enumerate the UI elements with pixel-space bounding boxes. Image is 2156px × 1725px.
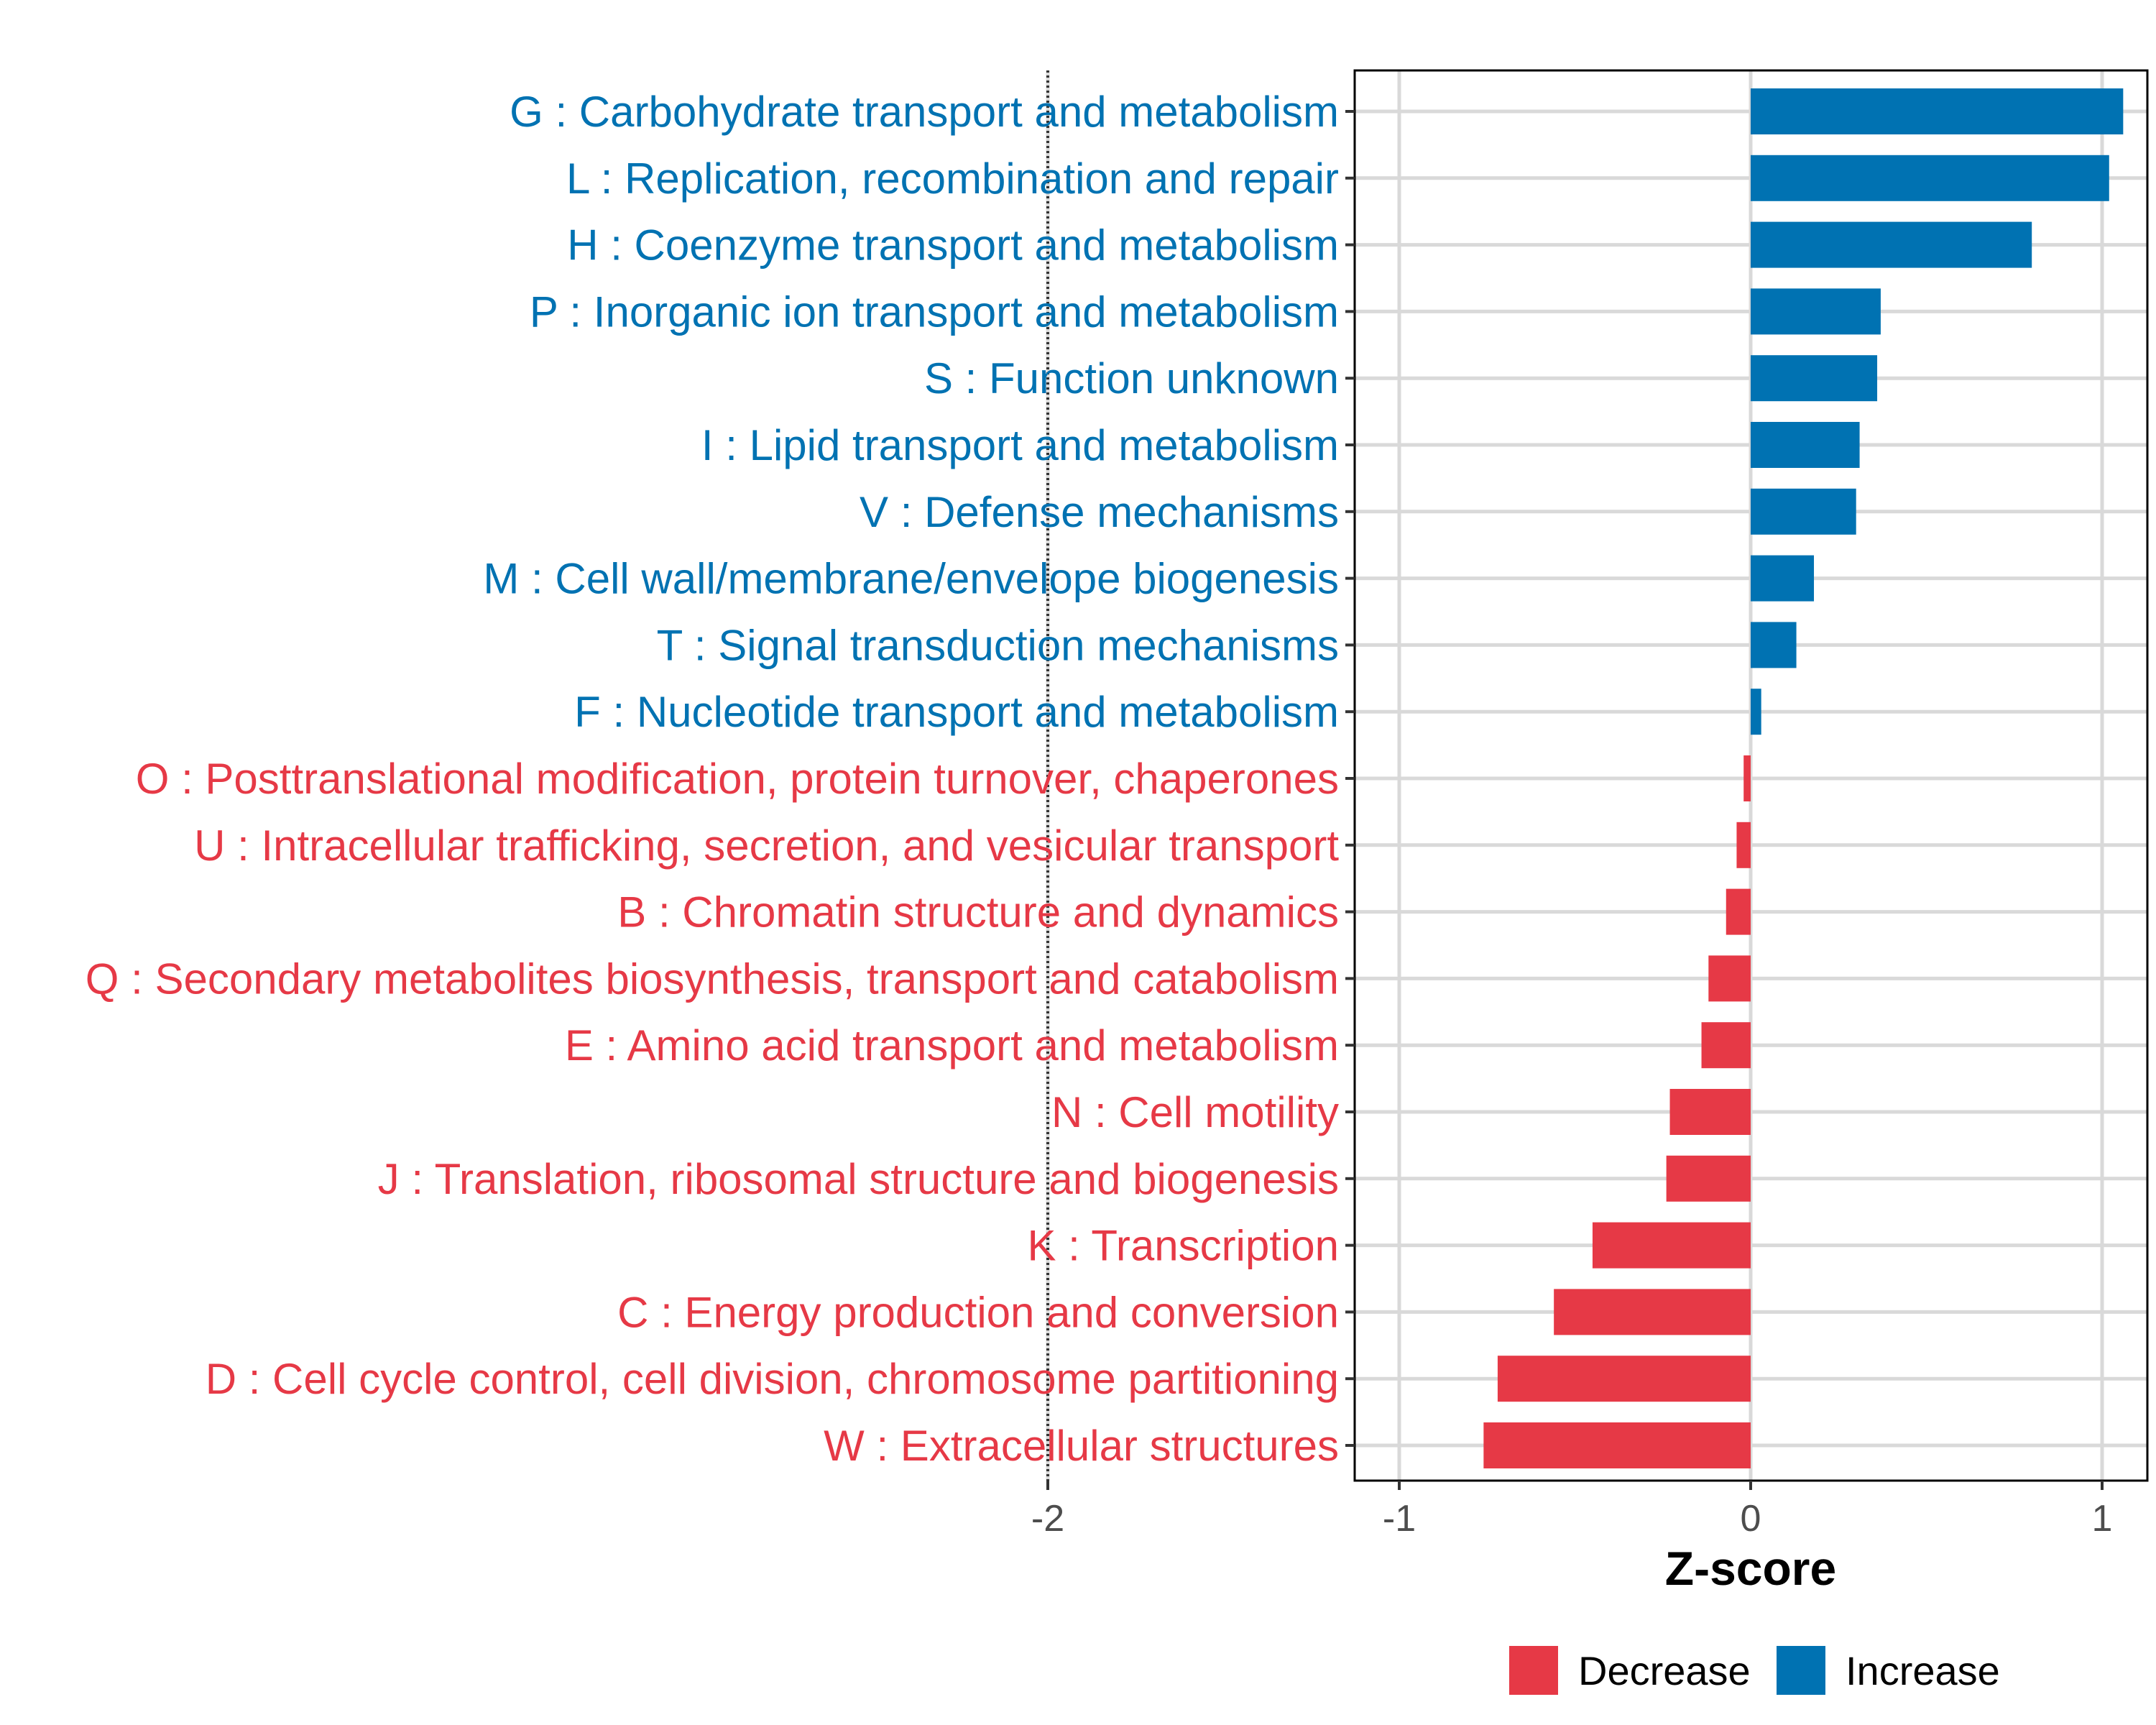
x-tick-label: 0 (1741, 1498, 1761, 1540)
category-label: L : Replication, recombination and repai… (566, 155, 1339, 203)
bar-decrease (1666, 1155, 1751, 1202)
category-label: B : Chromatin structure and dynamics (617, 888, 1339, 937)
x-tick-label: -1 (1383, 1498, 1416, 1540)
category-label: E : Amino acid transport and metabolism (565, 1021, 1339, 1070)
grid-layer (1046, 70, 2147, 1481)
category-label: F : Nucleotide transport and metabolism (574, 688, 1339, 736)
category-label: T : Signal transduction mechanisms (657, 621, 1339, 669)
x-axis-ticks: -2-1012 (1031, 1481, 2113, 1540)
reference-lines (1046, 70, 1049, 1481)
category-label: J : Translation, ribosomal structure and… (378, 1155, 1339, 1203)
bar-decrease (1736, 822, 1751, 868)
category-label: U : Intracellular trafficking, secretion… (194, 822, 1339, 870)
bar-increase (1751, 221, 2032, 268)
bar-decrease (1554, 1289, 1751, 1335)
legend-label-increase: Increase (1846, 1648, 2000, 1693)
bar-decrease (1592, 1222, 1751, 1269)
category-label: O : Posttranslational modification, prot… (136, 755, 1339, 803)
category-label: Q : Secondary metabolites biosynthesis, … (86, 954, 1339, 1003)
bar-increase (1751, 88, 2124, 134)
category-label: N : Cell motility (1051, 1088, 1339, 1136)
legend-swatch-increase (1777, 1646, 1825, 1695)
bar-decrease (1497, 1356, 1751, 1402)
category-label: S : Function unknown (924, 354, 1339, 402)
x-tick-label: 1 (2092, 1498, 2113, 1540)
bar-increase (1751, 355, 1878, 402)
category-label: W : Extracellular structures (824, 1422, 1339, 1470)
bar-decrease (1483, 1422, 1751, 1468)
legend-item-decrease: Decrease (1509, 1646, 1751, 1695)
category-label: C : Energy production and conversion (617, 1288, 1339, 1336)
category-label: I : Lipid transport and metabolism (701, 421, 1339, 469)
category-label: V : Defense mechanisms (860, 488, 1339, 536)
bar-increase (1751, 422, 1860, 468)
y-axis-labels: G : Carbohydrate transport and metabolis… (86, 88, 1340, 1470)
category-label: M : Cell wall/membrane/envelope biogenes… (483, 555, 1339, 603)
bar-decrease (1669, 1089, 1751, 1135)
category-label: H : Coenzyme transport and metabolism (567, 221, 1339, 270)
bars (1483, 88, 2124, 1468)
bar-increase (1751, 555, 1815, 602)
legend-item-increase: Increase (1777, 1646, 2000, 1695)
category-label: G : Carbohydrate transport and metabolis… (510, 88, 1339, 136)
bar-increase (1751, 288, 1881, 335)
legend-label-decrease: Decrease (1578, 1648, 1751, 1693)
category-label: K : Transcription (1027, 1222, 1339, 1270)
legend-swatch-decrease (1509, 1646, 1558, 1695)
bar-increase (1751, 488, 1856, 535)
bar-decrease (1701, 1022, 1751, 1069)
category-label: P : Inorganic ion transport and metaboli… (530, 288, 1339, 336)
bar-decrease (1708, 955, 1751, 1002)
y-axis-ticks (1345, 110, 1355, 1447)
bar-decrease (1726, 888, 1751, 935)
legend: Decrease Increase (1509, 1646, 2000, 1695)
bar-increase (1751, 622, 1797, 668)
bar-increase (1751, 155, 2109, 201)
category-label: D : Cell cycle control, cell division, c… (206, 1355, 1339, 1403)
x-axis-title: Z-score (1665, 1542, 1836, 1595)
x-tick-label: -2 (1031, 1498, 1064, 1540)
bar-decrease (1743, 755, 1751, 801)
bar-increase (1751, 689, 1761, 735)
